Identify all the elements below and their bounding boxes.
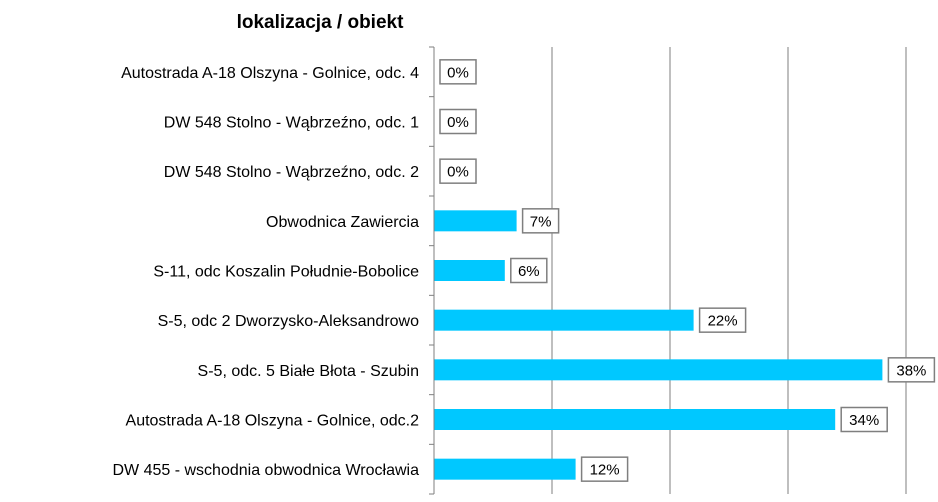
bar [434, 359, 883, 381]
data-label-box [887, 357, 936, 383]
data-label: 22% [698, 307, 747, 333]
data-label-box [439, 59, 477, 85]
data-label: 6% [510, 257, 548, 284]
data-label-box [840, 406, 888, 433]
bar [434, 458, 576, 480]
category-label: S-5, odc. 5 Białe Błota - Szubin [198, 363, 419, 380]
data-label-text: 0% [447, 64, 469, 81]
category-label: Autostrada A-18 Olszyna - Golnice, odc. … [121, 65, 419, 82]
data-label-box [510, 257, 548, 284]
category-label: S-11, odc Koszalin Południe-Bobolice [153, 264, 419, 281]
data-label-text: 0% [447, 164, 469, 181]
data-label-box [439, 158, 477, 184]
data-label: 0% [439, 158, 477, 184]
data-label-box [698, 307, 747, 333]
category-label: DW 455 - wschodnia obwodnica Wrocławia [112, 462, 419, 479]
category-label: DW 548 Stolno - Wąbrzeźno, odc. 2 [164, 164, 419, 181]
bar [434, 409, 836, 430]
data-label-box [580, 456, 629, 482]
data-label: 12% [580, 456, 629, 482]
data-label: 38% [887, 357, 936, 383]
category-label: Autostrada A-18 Olszyna - Golnice, odc.2 [126, 413, 420, 430]
chart-title: lokalizacja / obiekt [237, 12, 405, 33]
data-label-text: 0% [447, 114, 469, 131]
category-labels: Autostrada A-18 Olszyna - Golnice, odc. … [112, 65, 419, 479]
data-label-text: 7% [530, 213, 552, 230]
data-label-text: 34% [849, 412, 879, 429]
bars [434, 210, 883, 480]
category-label: Obwodnica Zawiercia [266, 214, 419, 231]
y-axis [429, 46, 435, 495]
data-label: 7% [521, 208, 560, 234]
data-label-text: 6% [518, 263, 540, 280]
data-label-box [521, 208, 560, 234]
data-label-text: 12% [590, 462, 620, 479]
category-label: DW 548 Stolno - Wąbrzeźno, odc. 1 [164, 115, 419, 132]
data-label: 0% [439, 59, 477, 85]
bar [434, 210, 517, 232]
bar [434, 260, 505, 281]
data-label-text: 22% [708, 313, 738, 330]
category-label: S-5, odc 2 Dworzysko-Aleksandrowo [158, 313, 420, 330]
data-label: 0% [439, 108, 477, 135]
data-label-text: 38% [896, 362, 926, 379]
data-label-box [439, 108, 477, 135]
data-labels: 0% 0% 0% 7% 6% 22% 38% 34% 12% [439, 59, 936, 482]
bar [434, 309, 694, 331]
data-label: 34% [840, 406, 888, 433]
